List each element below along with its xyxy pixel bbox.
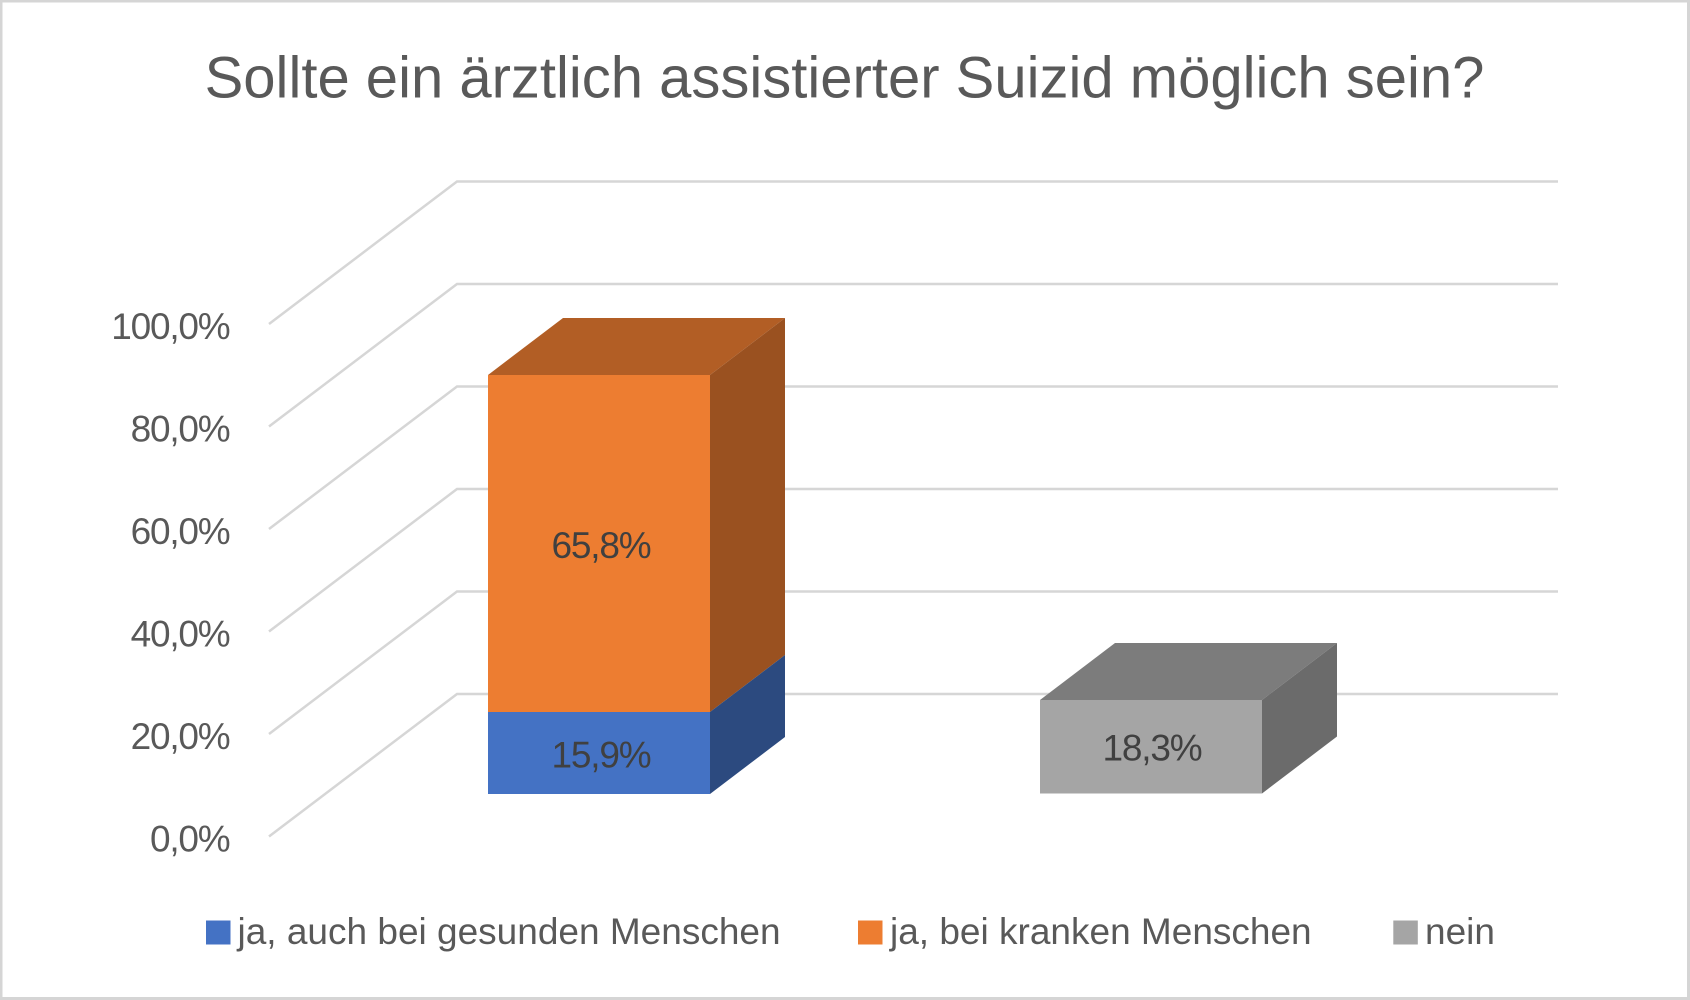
svg-text:20,0%: 20,0% bbox=[131, 716, 230, 757]
svg-text:ja, bei kranken Menschen: ja, bei kranken Menschen bbox=[889, 911, 1312, 952]
svg-text:15,9%: 15,9% bbox=[552, 735, 651, 776]
svg-text:100,0%: 100,0% bbox=[111, 306, 230, 347]
svg-text:60,0%: 60,0% bbox=[131, 511, 230, 552]
svg-text:18,3%: 18,3% bbox=[1103, 728, 1202, 769]
svg-text:0,0%: 0,0% bbox=[150, 819, 230, 860]
svg-text:65,8%: 65,8% bbox=[552, 525, 651, 566]
svg-text:40,0%: 40,0% bbox=[131, 614, 230, 655]
svg-text:ja, auch bei gesunden Menschen: ja, auch bei gesunden Menschen bbox=[237, 911, 781, 952]
svg-text:80,0%: 80,0% bbox=[131, 409, 230, 450]
svg-text:Sollte ein ärztlich assistiert: Sollte ein ärztlich assistierter Suizid … bbox=[205, 46, 1485, 111]
svg-text:nein: nein bbox=[1425, 911, 1495, 952]
